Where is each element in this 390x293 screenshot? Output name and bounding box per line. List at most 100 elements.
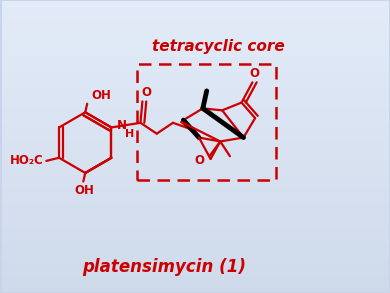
- Bar: [2, 149, 389, 152]
- Bar: [2, 246, 389, 248]
- Bar: [2, 257, 389, 260]
- Bar: [2, 12, 389, 15]
- Bar: [2, 158, 389, 161]
- Bar: [2, 222, 389, 225]
- Bar: [2, 173, 389, 176]
- Bar: [2, 27, 389, 30]
- Bar: [2, 65, 389, 68]
- Bar: [2, 39, 389, 42]
- Text: tetracyclic core: tetracyclic core: [152, 39, 284, 54]
- Bar: [2, 82, 389, 85]
- Bar: [2, 237, 389, 240]
- Bar: [2, 123, 389, 126]
- Bar: [2, 71, 389, 74]
- Text: O: O: [194, 154, 204, 167]
- Bar: [2, 275, 389, 278]
- Bar: [2, 68, 389, 71]
- Bar: [2, 85, 389, 88]
- Bar: [2, 254, 389, 257]
- Bar: [2, 59, 389, 62]
- Bar: [2, 109, 389, 112]
- Bar: [2, 269, 389, 272]
- Bar: [2, 202, 389, 205]
- Bar: [2, 97, 389, 100]
- Text: OH: OH: [74, 184, 94, 197]
- Bar: [2, 76, 389, 79]
- Bar: [2, 155, 389, 158]
- Text: O: O: [249, 67, 259, 80]
- Bar: [2, 263, 389, 266]
- Bar: [2, 176, 389, 178]
- Bar: [2, 144, 389, 146]
- Bar: [2, 42, 389, 45]
- Text: platensimycin (1): platensimycin (1): [83, 258, 246, 276]
- Bar: [2, 56, 389, 59]
- Text: OH: OH: [92, 89, 112, 103]
- Bar: [2, 231, 389, 234]
- Bar: [2, 205, 389, 208]
- Bar: [2, 260, 389, 263]
- Bar: [2, 225, 389, 228]
- Text: H: H: [125, 130, 135, 139]
- Bar: [2, 219, 389, 222]
- Bar: [2, 117, 389, 120]
- Bar: [2, 178, 389, 181]
- Bar: [2, 91, 389, 94]
- Bar: [2, 33, 389, 36]
- Bar: [2, 281, 389, 284]
- Bar: [2, 15, 389, 18]
- Bar: [2, 170, 389, 173]
- Bar: [2, 4, 389, 6]
- Bar: [2, 152, 389, 155]
- Bar: [2, 74, 389, 76]
- Bar: [2, 284, 389, 287]
- Bar: [2, 112, 389, 115]
- Bar: [2, 161, 389, 164]
- Bar: [2, 217, 389, 219]
- Bar: [2, 47, 389, 50]
- Bar: [2, 21, 389, 24]
- Text: O: O: [141, 86, 151, 99]
- Bar: [2, 53, 389, 56]
- Bar: [2, 187, 389, 190]
- Bar: [2, 132, 389, 135]
- Bar: [2, 228, 389, 231]
- Bar: [2, 266, 389, 269]
- Bar: [2, 211, 389, 214]
- Bar: [2, 138, 389, 141]
- Bar: [2, 106, 389, 109]
- Bar: [2, 243, 389, 246]
- Bar: [2, 135, 389, 138]
- Bar: [2, 94, 389, 97]
- Bar: [2, 164, 389, 167]
- Bar: [2, 88, 389, 91]
- Bar: [2, 240, 389, 243]
- Bar: [2, 1, 389, 4]
- Bar: [2, 103, 389, 106]
- Bar: [2, 272, 389, 275]
- Bar: [2, 100, 389, 103]
- Bar: [2, 115, 389, 117]
- Bar: [2, 199, 389, 202]
- Bar: [2, 50, 389, 53]
- Bar: [2, 18, 389, 21]
- Bar: [2, 289, 389, 292]
- Bar: [2, 248, 389, 251]
- Bar: [2, 45, 389, 47]
- Bar: [2, 141, 389, 144]
- Bar: [2, 36, 389, 39]
- Bar: [2, 24, 389, 27]
- Bar: [2, 287, 389, 289]
- Bar: [2, 146, 389, 149]
- Bar: [2, 193, 389, 196]
- Bar: [2, 62, 389, 65]
- Bar: [2, 126, 389, 129]
- Bar: [2, 167, 389, 170]
- Bar: [2, 196, 389, 199]
- Bar: [2, 278, 389, 281]
- Bar: [2, 79, 389, 82]
- Bar: [2, 120, 389, 123]
- Bar: [2, 6, 389, 9]
- Bar: [2, 30, 389, 33]
- Bar: [2, 9, 389, 12]
